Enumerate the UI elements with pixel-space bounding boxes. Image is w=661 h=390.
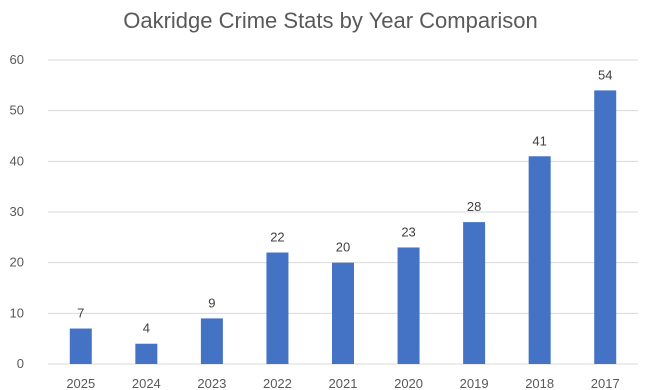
x-tick-label-2020: 2020 — [394, 376, 423, 390]
data-label-2019: 28 — [467, 199, 481, 214]
data-label-2020: 23 — [401, 224, 415, 239]
data-label-2023: 9 — [208, 295, 215, 310]
bar-2019 — [463, 222, 486, 364]
x-tick-label-2019: 2019 — [460, 376, 489, 390]
y-tick-label-30: 30 — [10, 204, 24, 219]
bar-2021 — [332, 262, 354, 364]
x-tick-label-2021: 2021 — [329, 376, 358, 390]
x-tick-label-2017: 2017 — [591, 376, 620, 390]
bar-2022 — [266, 252, 289, 364]
y-tick-label-10: 10 — [10, 305, 24, 320]
y-tick-label-40: 40 — [10, 153, 24, 168]
x-tick-label-2023: 2023 — [197, 376, 226, 390]
data-label-2021: 20 — [336, 240, 350, 255]
y-tick-label-0: 0 — [17, 356, 24, 371]
x-tick-label-2025: 2025 — [66, 376, 95, 390]
bar-2020 — [397, 247, 420, 364]
data-label-2022: 22 — [270, 230, 284, 245]
data-label-2017: 54 — [598, 67, 612, 82]
bar-2023 — [200, 318, 223, 364]
bar-2017 — [594, 90, 617, 365]
y-tick-label-60: 60 — [10, 52, 24, 67]
y-tick-label-20: 20 — [10, 255, 24, 270]
x-tick-label-2018: 2018 — [525, 376, 554, 390]
bar-2018 — [528, 156, 551, 364]
y-tick-label-50: 50 — [10, 103, 24, 118]
bar-2024 — [135, 343, 158, 364]
x-tick-label-2024: 2024 — [132, 376, 161, 390]
chart-title: Oakridge Crime Stats by Year Comparison — [123, 8, 538, 33]
data-label-2018: 41 — [532, 133, 546, 148]
data-label-2024: 4 — [143, 321, 150, 336]
x-tick-label-2022: 2022 — [263, 376, 292, 390]
data-label-2025: 7 — [77, 306, 84, 321]
bar-2025 — [69, 328, 92, 364]
